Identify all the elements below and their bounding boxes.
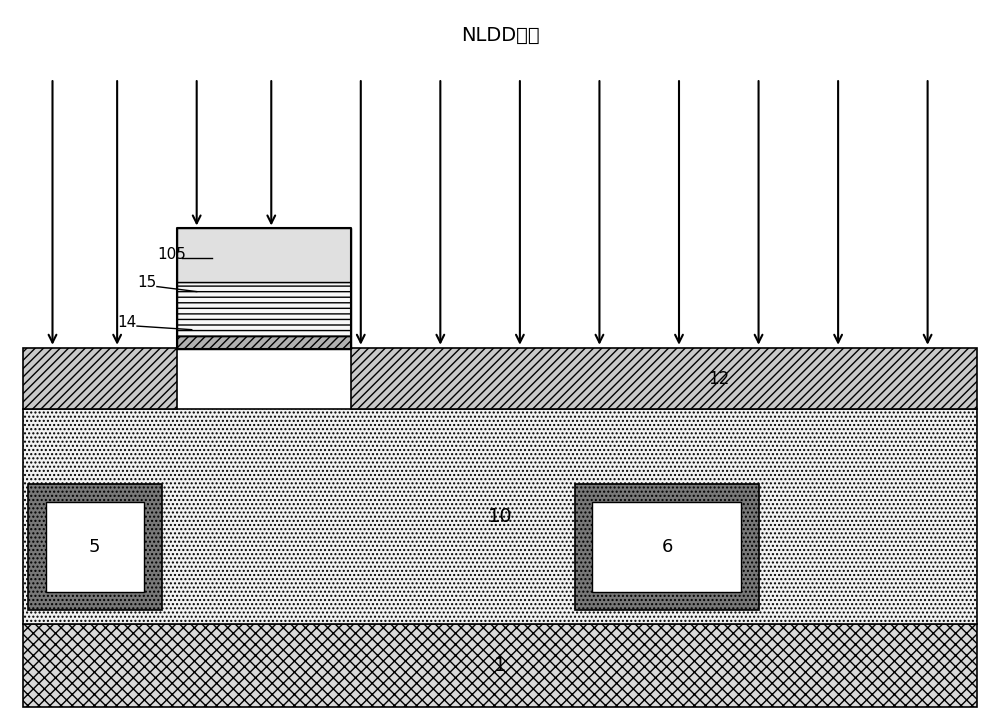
Bar (575, 484, 759, 610)
Text: 10: 10 (488, 507, 512, 526)
Text: 15: 15 (137, 275, 156, 290)
Text: NLDD注入: NLDD注入 (461, 25, 539, 45)
Bar (23, 624, 977, 707)
Bar (177, 282, 351, 336)
Text: 5: 5 (89, 538, 100, 555)
Bar (351, 348, 977, 409)
Bar (592, 502, 741, 592)
Bar (177, 336, 351, 349)
Bar (23, 348, 177, 409)
Bar (23, 409, 977, 624)
Bar (177, 228, 351, 282)
Text: 6: 6 (661, 538, 673, 555)
Text: 14: 14 (117, 315, 136, 330)
Bar (28, 484, 162, 610)
Bar (46, 502, 144, 592)
Text: 12: 12 (708, 369, 729, 387)
Text: 105: 105 (157, 247, 186, 262)
Text: 1: 1 (494, 656, 506, 675)
